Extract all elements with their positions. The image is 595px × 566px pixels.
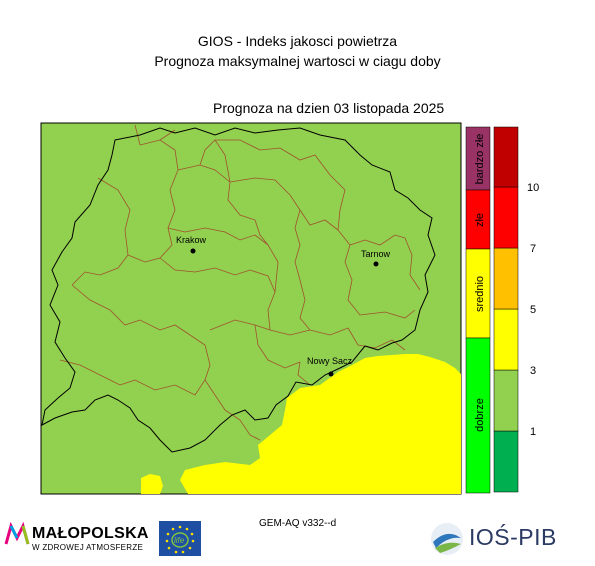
malopolska-tagline: W ZDROWEJ ATMOSFERZE [32, 543, 144, 552]
scale-step-2 [493, 369, 519, 432]
legend-bardzo-zle [465, 126, 491, 191]
scale-step-4 [493, 247, 519, 310]
map-subtitle: Prognoza maksymalnej wartosci w ciagu do… [154, 53, 441, 69]
city-krakow: Krakow [176, 235, 207, 254]
legend-label-zle: złe [474, 213, 486, 227]
legend-label-srednio: srednio [474, 276, 486, 312]
scale-step-3 [493, 308, 519, 371]
scale-step-5 [493, 186, 519, 249]
city-label: Tarnow [361, 249, 391, 259]
category-legend: bardzo złe złe srednio dobrze [465, 126, 491, 494]
scale-tick: 7 [530, 243, 536, 255]
legend-zle [465, 189, 491, 250]
county-borders [59, 124, 421, 441]
model-version: GEM-AQ v332--d [259, 518, 337, 529]
legend-label-bardzo-zle: bardzo złe [474, 134, 486, 185]
map-area-srednio-south [180, 354, 461, 494]
eu-life-flag-icon: life [159, 521, 201, 556]
city-nowy-sacz: Nowy Sacz [307, 356, 353, 377]
scale-step-1 [493, 430, 519, 493]
scale-tick: 1 [530, 426, 536, 438]
city-tarnow: Tarnow [361, 249, 391, 267]
ios-pib-name: IOŚ-PIB [469, 524, 557, 550]
city-label: Nowy Sacz [307, 356, 353, 366]
scale-tick: 10 [527, 182, 539, 194]
city-label: Krakow [176, 235, 207, 245]
map-title: GIOS - Indeks jakosci powietrza [197, 33, 398, 49]
malopolska-name: MAŁOPOLSKA [32, 525, 149, 542]
legend-srednio [465, 248, 491, 339]
index-scale: 1 3 5 7 10 [493, 126, 539, 493]
scale-step-6 [493, 126, 519, 188]
map-area-srednio-west [141, 474, 163, 494]
forecast-date: Prognoza na dzien 03 listopada 2025 [213, 100, 445, 116]
scale-tick: 3 [530, 365, 536, 377]
voivodeship-border [41, 127, 436, 453]
ios-pib-logo-icon [431, 523, 463, 555]
scale-tick: 5 [530, 304, 536, 316]
malopolska-logo-icon [4, 522, 30, 545]
legend-label-dobrze: dobrze [474, 398, 486, 432]
eu-flag-text: life [174, 536, 185, 545]
legend-dobrze [465, 337, 491, 494]
